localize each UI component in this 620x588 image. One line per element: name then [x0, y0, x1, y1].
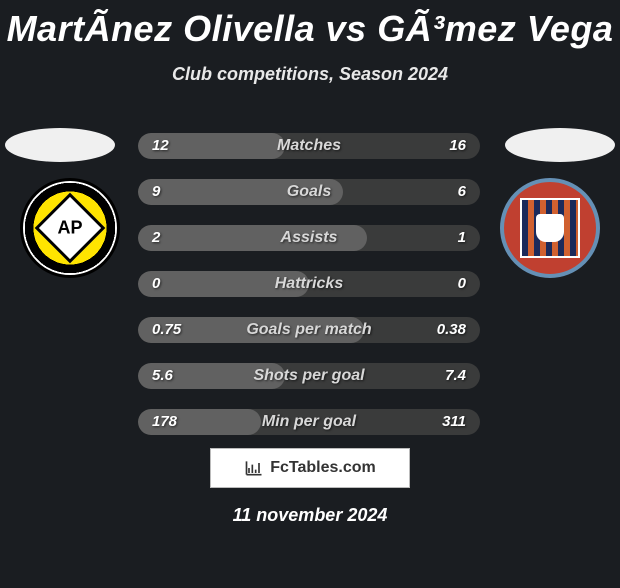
attribution-box[interactable]: FcTables.com — [210, 448, 410, 488]
stat-label: Assists — [138, 225, 480, 251]
stat-row: 5.67.4Shots per goal — [0, 353, 620, 399]
stat-label: Goals per match — [138, 317, 480, 343]
stats-area: 1216Matches 96Goals 21Assists 00Hattricks 0.… — [0, 123, 620, 445]
stat-bar: 5.67.4Shots per goal — [138, 363, 480, 389]
stat-label: Goals — [138, 179, 480, 205]
stat-bar: 178311Min per goal — [138, 409, 480, 435]
left-badge-letters: AP — [57, 218, 82, 239]
date-text: 11 november 2024 — [0, 505, 620, 526]
stat-row: 178311Min per goal — [0, 399, 620, 445]
stat-label: Matches — [138, 133, 480, 159]
stat-bar: 21Assists — [138, 225, 480, 251]
stat-row: 00Hattricks — [0, 261, 620, 307]
stat-label: Hattricks — [138, 271, 480, 297]
stat-bar: 00Hattricks — [138, 271, 480, 297]
stat-row: 96Goals — [0, 169, 620, 215]
stat-label: Min per goal — [138, 409, 480, 435]
stat-row: 21Assists — [0, 215, 620, 261]
stat-row: 0.750.38Goals per match — [0, 307, 620, 353]
subtitle: Club competitions, Season 2024 — [0, 64, 620, 85]
attribution-chart-icon — [244, 458, 264, 478]
stat-bar: 96Goals — [138, 179, 480, 205]
stat-bar: 1216Matches — [138, 133, 480, 159]
stat-row: 1216Matches — [0, 123, 620, 169]
attribution-text: FcTables.com — [270, 459, 376, 477]
stat-label: Shots per goal — [138, 363, 480, 389]
stat-bar: 0.750.38Goals per match — [138, 317, 480, 343]
page-title: MartÃ­nez Olivella vs GÃ³mez Vega — [0, 8, 620, 50]
